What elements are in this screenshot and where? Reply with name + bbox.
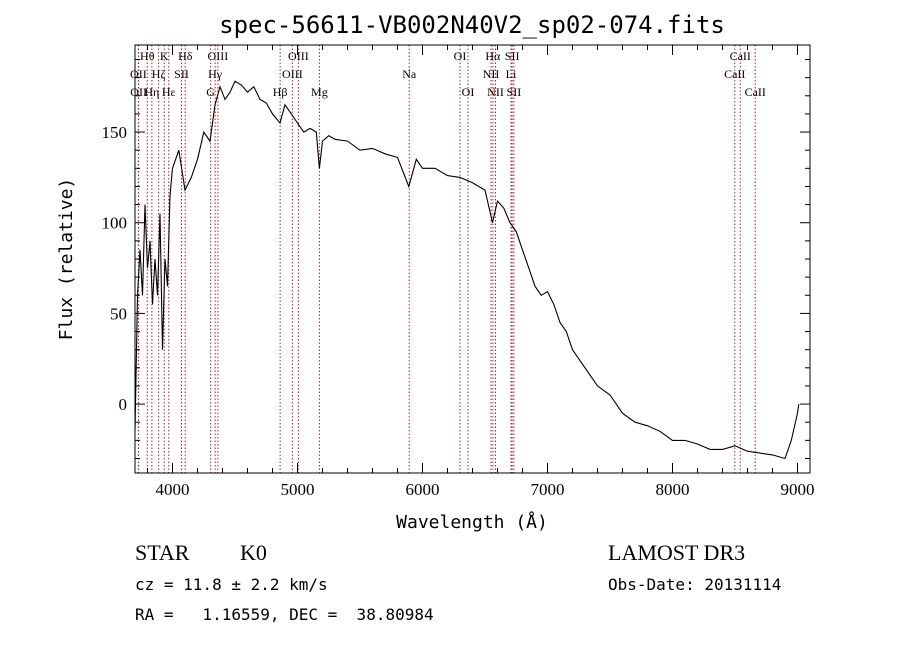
- coordinates-text: RA = 1.16559, DEC = 38.80984: [135, 605, 434, 624]
- x-tick-label: 9000: [781, 480, 815, 499]
- line-label: Hθ: [140, 49, 155, 63]
- spectrum-line: [134, 80, 800, 460]
- y-axis-ticks: 0 50 100 150: [102, 59, 810, 459]
- line-label: CaII: [724, 67, 745, 81]
- line-label: SII: [174, 67, 189, 81]
- x-tick-label: 8000: [656, 480, 690, 499]
- line-label: Hγ: [208, 67, 223, 81]
- redshift-text: cz = 11.8 ± 2.2 km/s: [135, 575, 328, 594]
- line-label: Na: [402, 67, 417, 81]
- line-label: G: [206, 85, 215, 99]
- y-tick-label: 0: [119, 395, 128, 414]
- x-tick-label: 6000: [406, 480, 440, 499]
- line-label: NII: [483, 67, 500, 81]
- line-label: SII: [507, 85, 522, 99]
- line-label: CaII: [730, 49, 751, 63]
- line-label: Hδ: [178, 49, 193, 63]
- line-label: OIII: [208, 49, 229, 63]
- line-label: SII: [505, 49, 520, 63]
- object-class: STAR: [135, 540, 190, 565]
- plot-frame: [134, 44, 811, 474]
- line-label: OII: [130, 85, 147, 99]
- emission-line-markers: [137, 45, 756, 473]
- line-label: NII: [487, 85, 504, 99]
- x-tick-label: 7000: [531, 480, 565, 499]
- obs-date-text: Obs-Date: 20131114: [608, 575, 781, 594]
- y-axis-label: Flux (relative): [56, 178, 77, 341]
- line-label: OIII: [282, 67, 303, 81]
- line-label: OII: [130, 67, 147, 81]
- y-tick-label: 100: [102, 214, 128, 233]
- survey-name: LAMOST DR3: [608, 540, 745, 565]
- line-label: Hα: [485, 49, 501, 63]
- line-label: Hβ: [273, 85, 288, 99]
- line-label: CaII: [745, 85, 766, 99]
- line-label: Hε: [162, 85, 176, 99]
- object-subclass: K0: [240, 540, 267, 565]
- x-axis-ticks: 4000 5000 6000 7000 8000 9000: [147, 45, 815, 499]
- line-label: OIII: [288, 49, 309, 63]
- y-tick-label: 150: [102, 123, 128, 142]
- line-label: OI: [462, 85, 475, 99]
- x-tick-label: 5000: [281, 480, 315, 499]
- x-tick-label: 4000: [156, 480, 190, 499]
- line-label: K: [160, 49, 169, 63]
- x-axis-label: Wavelength (Å): [396, 511, 548, 533]
- line-label: Hζ: [152, 67, 166, 81]
- line-label: Mg: [311, 85, 328, 99]
- chart-title: spec-56611-VB002N40V2_sp02-074.fits: [219, 11, 725, 39]
- line-label: Hη: [144, 85, 159, 99]
- y-tick-label: 50: [110, 304, 127, 323]
- line-label: Li: [506, 67, 517, 81]
- line-label: OI: [454, 49, 467, 63]
